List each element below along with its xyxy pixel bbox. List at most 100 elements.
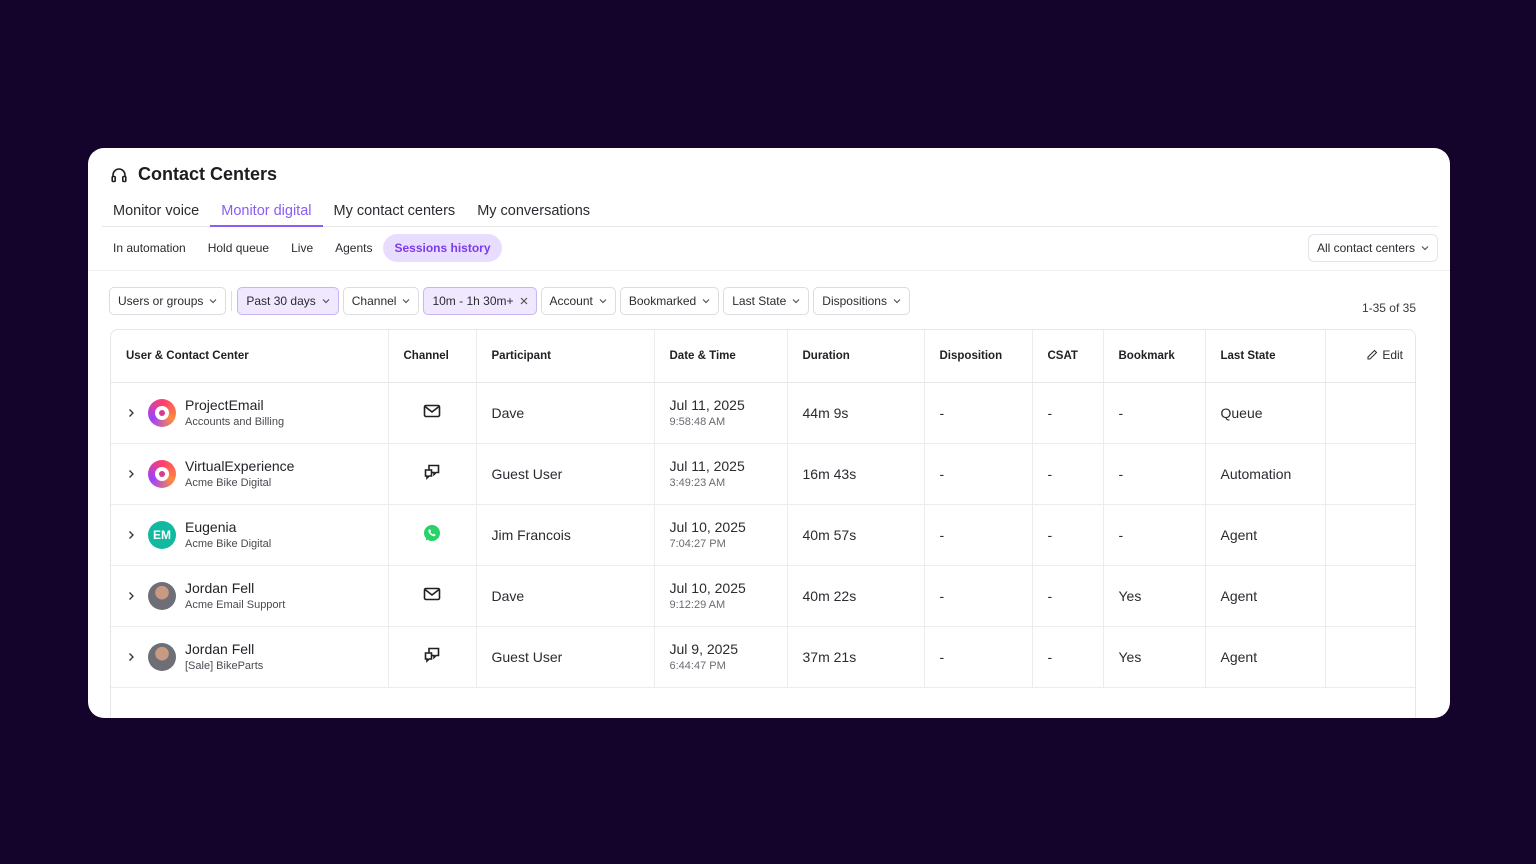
datetime-cell: Jul 10, 2025 7:04:27 PM — [654, 504, 788, 566]
edit-columns-button[interactable]: Edit — [1325, 330, 1415, 383]
user-name: ProjectEmail — [185, 397, 264, 413]
csat-cell: - — [1032, 504, 1104, 566]
chevron-right-icon[interactable] — [126, 530, 136, 540]
page-title: Contact Centers — [138, 164, 278, 184]
chevron-down-icon — [403, 299, 410, 304]
column-header-duration[interactable]: Duration — [787, 330, 925, 383]
duration-cell: 37m 21s — [787, 626, 925, 688]
table-header-row: User & Contact Center Channel Participan… — [111, 330, 1415, 383]
filter-users-or-groups[interactable]: Users or groups — [109, 287, 227, 315]
filter-bar: Users or groups Past 30 days Channel 10m… — [109, 287, 910, 315]
filter-date-label: Past 30 days — [246, 294, 316, 308]
duration-cell: 40m 22s — [787, 565, 925, 627]
table-row[interactable]: EM Eugenia Acme Bike Digital Jim Francois Ju… — [111, 504, 1415, 566]
table-row[interactable]: VirtualExperience Acme Bike Digital Guest … — [111, 443, 1415, 505]
chevron-down-icon — [702, 299, 710, 304]
filter-account[interactable]: Account — [540, 287, 616, 315]
bookmark-cell: Yes — [1103, 626, 1206, 688]
last-state-cell: Agent — [1205, 504, 1326, 566]
user-name: Jordan Fell — [185, 580, 255, 596]
session-date: Jul 9, 2025 — [669, 641, 739, 657]
bot-avatar — [148, 459, 176, 488]
csat-cell: - — [1032, 626, 1104, 688]
user-avatar — [148, 581, 176, 610]
edit-label: Edit — [1382, 347, 1403, 362]
filter-separator — [231, 291, 233, 311]
column-header-disposition[interactable]: Disposition — [924, 330, 1033, 383]
pencil-icon — [1367, 349, 1378, 360]
row-actions-cell — [1325, 626, 1415, 688]
chevron-right-icon[interactable] — [126, 408, 136, 418]
session-time: 7:04:27 PM — [669, 538, 726, 550]
subtab-live[interactable]: Live — [291, 241, 314, 255]
contact-center-name: Acme Bike Digital — [185, 538, 272, 550]
contact-center-select[interactable]: All contact centers — [1307, 234, 1438, 262]
channel-cell — [388, 443, 477, 505]
last-state-cell: Agent — [1205, 565, 1326, 627]
filter-users-label: Users or groups — [118, 294, 204, 308]
column-header-user[interactable]: User & Contact Center — [111, 330, 389, 383]
duration-cell: 44m 9s — [787, 382, 925, 444]
column-header-csat[interactable]: CSAT — [1032, 330, 1104, 383]
session-date: Jul 11, 2025 — [669, 458, 745, 474]
subtab-sessions-history[interactable]: Sessions history — [383, 234, 502, 262]
chevron-right-icon[interactable] — [126, 469, 136, 479]
chevron-right-icon[interactable] — [126, 652, 136, 662]
sessions-table: User & Contact Center Channel Participan… — [110, 329, 1416, 718]
subtab-hold-queue[interactable]: Hold queue — [207, 241, 270, 255]
subtab-in-automation[interactable]: In automation — [113, 241, 186, 255]
datetime-cell: Jul 11, 2025 3:49:23 AM — [654, 443, 788, 505]
tab-my-contact-centers[interactable]: My contact centers — [333, 203, 456, 219]
disposition-cell: - — [924, 565, 1033, 627]
filter-dispositions[interactable]: Dispositions — [813, 287, 910, 315]
filter-last-state-label: Last State — [732, 294, 787, 308]
csat-cell: - — [1032, 565, 1104, 627]
datetime-cell: Jul 11, 2025 9:58:48 AM — [654, 382, 788, 444]
user-name: Jordan Fell — [185, 641, 255, 657]
filter-bookmarked-label: Bookmarked — [628, 294, 697, 308]
session-time: 9:12:29 AM — [669, 599, 726, 611]
user-cell: Jordan Fell Acme Email Support — [111, 565, 389, 627]
subtab-agents[interactable]: Agents — [335, 241, 373, 255]
contact-center-name: [Sale] BikeParts — [185, 660, 264, 672]
column-header-last-state[interactable]: Last State — [1205, 330, 1326, 383]
clear-filter-icon[interactable] — [520, 297, 528, 305]
filter-last-state[interactable]: Last State — [723, 287, 810, 315]
column-header-bookmark[interactable]: Bookmark — [1103, 330, 1206, 383]
row-actions-cell — [1325, 382, 1415, 444]
tab-my-conversations[interactable]: My conversations — [477, 203, 591, 219]
headset-icon — [111, 167, 127, 182]
tab-monitor-voice[interactable]: Monitor voice — [113, 203, 200, 219]
filter-duration[interactable]: 10m - 1h 30m+ — [423, 287, 537, 315]
duration-cell: 16m 43s — [787, 443, 925, 505]
table-row[interactable]: ProjectEmail Accounts and Billing Dave Jul … — [111, 382, 1415, 444]
session-date: Jul 11, 2025 — [669, 397, 745, 413]
session-date: Jul 10, 2025 — [669, 519, 746, 535]
filter-date-range[interactable]: Past 30 days — [237, 287, 339, 315]
column-header-channel[interactable]: Channel — [388, 330, 477, 383]
filter-channel[interactable]: Channel — [342, 287, 420, 315]
contact-center-name: Accounts and Billing — [185, 416, 285, 428]
filter-dispositions-label: Dispositions — [822, 294, 887, 308]
chevron-down-icon — [1421, 246, 1429, 251]
contact-center-select-label: All contact centers — [1316, 241, 1415, 255]
user-cell: ProjectEmail Accounts and Billing — [111, 382, 389, 444]
chat-icon — [422, 647, 442, 668]
column-header-datetime[interactable]: Date & Time — [654, 330, 788, 383]
chevron-right-icon[interactable] — [126, 591, 136, 601]
table-row[interactable]: Jordan Fell [Sale] BikeParts Guest User Jul… — [111, 626, 1415, 688]
user-avatar — [148, 642, 176, 671]
column-header-participant[interactable]: Participant — [476, 330, 655, 383]
last-state-cell: Agent — [1205, 626, 1326, 688]
filter-account-label: Account — [549, 294, 593, 308]
chevron-down-icon — [322, 299, 330, 304]
tab-monitor-digital[interactable]: Monitor digital — [210, 200, 323, 227]
row-actions-cell — [1325, 443, 1415, 505]
table-row[interactable]: Jordan Fell Acme Email Support Dave Jul 10,… — [111, 565, 1415, 627]
disposition-cell: - — [924, 382, 1033, 444]
filter-bookmarked[interactable]: Bookmarked — [619, 287, 720, 315]
datetime-cell: Jul 10, 2025 9:12:29 AM — [654, 565, 788, 627]
row-actions-cell — [1325, 504, 1415, 566]
whatsapp-icon — [422, 525, 442, 546]
bookmark-cell: - — [1103, 382, 1206, 444]
